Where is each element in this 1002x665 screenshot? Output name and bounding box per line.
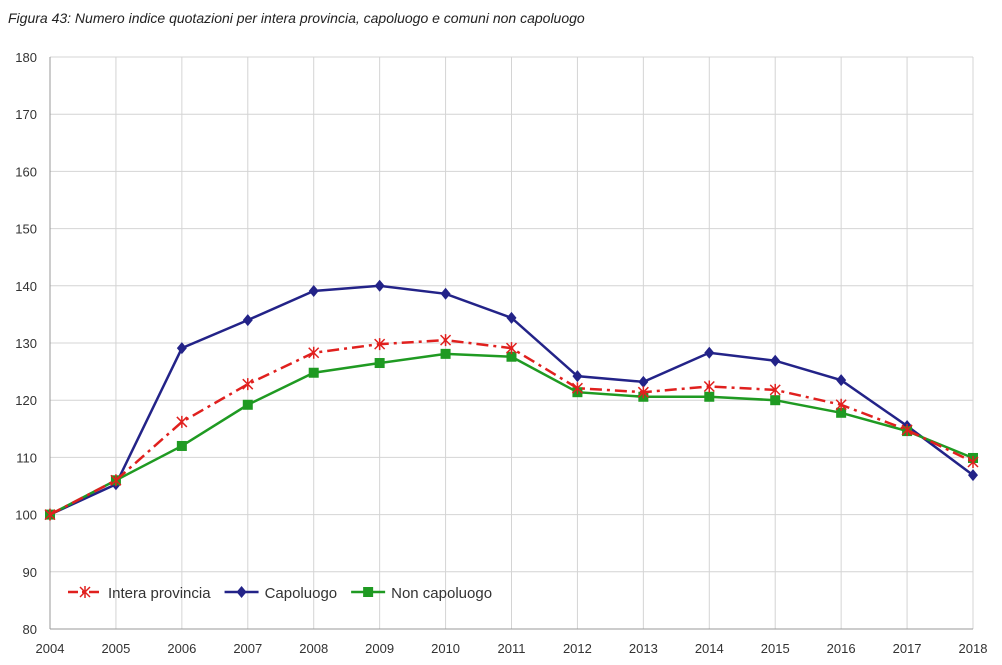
data-point-capoluogo — [308, 284, 319, 297]
chart-title: Figura 43: Numero indice quotazioni per … — [8, 10, 585, 26]
data-point-non-capoluogo — [374, 358, 385, 369]
data-point-capoluogo — [242, 314, 253, 327]
data-point-capoluogo — [704, 346, 715, 359]
data-point-capoluogo — [968, 469, 978, 482]
x-tick-label: 2017 — [893, 641, 922, 656]
y-tick-label: 100 — [15, 508, 37, 523]
y-tick-label: 180 — [15, 50, 37, 65]
x-tick-label: 2005 — [101, 641, 130, 656]
legend-label-intera-provincia: Intera provincia — [108, 585, 211, 602]
data-point-intera-provincia — [440, 334, 452, 347]
x-tick-label: 2007 — [233, 641, 262, 656]
data-point-intera-provincia — [308, 346, 320, 359]
legend-marker-non-capoluogo — [363, 587, 374, 597]
data-point-capoluogo — [572, 370, 583, 383]
data-point-capoluogo — [440, 287, 451, 300]
data-point-non-capoluogo — [242, 399, 253, 410]
x-tick-label: 2009 — [365, 641, 394, 656]
x-tick-label: 2011 — [498, 641, 526, 656]
data-point-non-capoluogo — [770, 395, 781, 406]
y-tick-label: 110 — [16, 450, 37, 465]
data-point-intera-provincia — [176, 415, 188, 428]
y-tick-label: 150 — [15, 222, 37, 237]
legend-marker-intera-provincia — [79, 586, 91, 598]
data-point-intera-provincia — [571, 382, 583, 395]
y-tick-label: 160 — [15, 164, 37, 179]
data-point-intera-provincia — [44, 508, 56, 521]
data-point-intera-provincia — [901, 423, 913, 436]
x-tick-label: 2006 — [167, 641, 196, 656]
y-tick-label: 120 — [15, 393, 37, 408]
data-point-intera-provincia — [703, 380, 715, 393]
data-point-intera-provincia — [110, 474, 122, 487]
y-tick-label: 80 — [23, 622, 37, 637]
data-point-non-capoluogo — [176, 440, 187, 451]
data-point-capoluogo — [506, 311, 517, 324]
x-tick-label: 2018 — [959, 641, 988, 656]
data-point-intera-provincia — [242, 378, 254, 391]
x-tick-label: 2013 — [629, 641, 658, 656]
data-point-intera-provincia — [967, 455, 979, 468]
data-point-capoluogo — [638, 375, 649, 388]
data-point-capoluogo — [836, 374, 847, 387]
data-point-intera-provincia — [374, 338, 386, 351]
data-point-intera-provincia — [769, 383, 781, 396]
legend-label-non-capoluogo: Non capoluogo — [391, 585, 492, 602]
x-tick-label: 2015 — [761, 641, 790, 656]
data-point-non-capoluogo — [704, 391, 715, 402]
data-point-intera-provincia — [637, 386, 649, 399]
x-tick-label: 2016 — [827, 641, 856, 656]
x-tick-label: 2010 — [431, 641, 460, 656]
data-point-non-capoluogo — [308, 367, 319, 378]
x-tick-label: 2008 — [299, 641, 328, 656]
data-point-non-capoluogo — [506, 351, 517, 362]
data-point-intera-provincia — [505, 342, 518, 355]
x-tick-label: 2012 — [563, 641, 592, 656]
legend-marker-capoluogo — [236, 586, 247, 598]
data-point-capoluogo — [374, 279, 385, 292]
data-point-capoluogo — [176, 342, 187, 355]
y-tick-label: 90 — [23, 565, 37, 580]
data-point-intera-provincia — [835, 398, 847, 411]
data-point-non-capoluogo — [836, 407, 847, 418]
data-point-capoluogo — [770, 354, 781, 367]
x-tick-label: 2014 — [695, 641, 724, 656]
y-tick-label: 130 — [15, 336, 37, 351]
y-tick-label: 140 — [15, 279, 37, 294]
x-tick-label: 2004 — [36, 641, 65, 656]
data-point-non-capoluogo — [440, 348, 451, 359]
y-tick-label: 170 — [15, 107, 37, 122]
legend-label-capoluogo: Capoluogo — [265, 585, 338, 602]
